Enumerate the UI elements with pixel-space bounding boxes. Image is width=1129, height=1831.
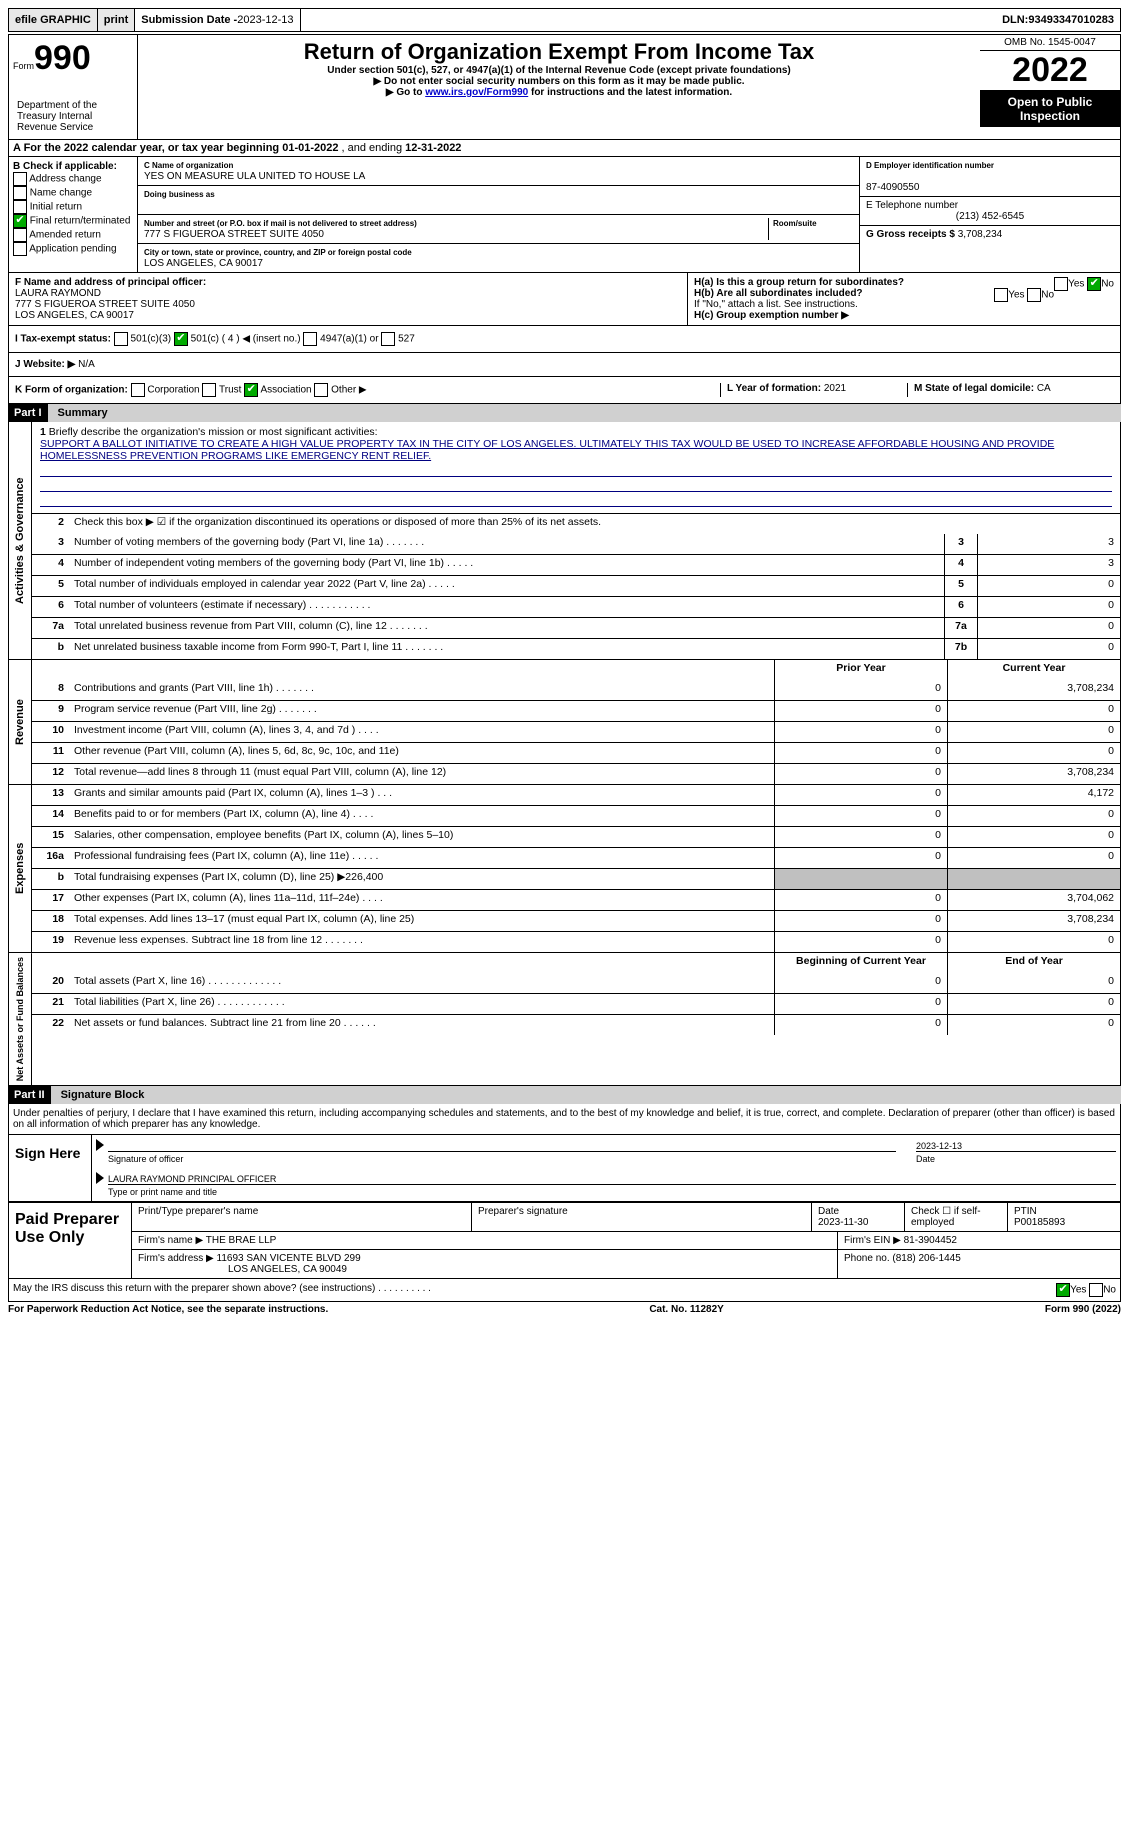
arrow-icon [96,1172,104,1184]
part1-header: Part I Summary [8,404,1121,422]
print-btn[interactable]: print [98,9,135,31]
summary-row: 14Benefits paid to or for members (Part … [32,805,1120,826]
top-bar: efile GRAPHIC print Submission Date - 20… [8,8,1121,32]
sign-block: Sign Here Signature of officer 2023-12-1… [8,1135,1121,1202]
note-ssn: ▶ Do not enter social security numbers o… [142,76,976,87]
preparer-block: Paid Preparer Use Only Print/Type prepar… [8,1202,1121,1279]
summary-row: 13Grants and similar amounts paid (Part … [32,785,1120,805]
form-subtitle: Under section 501(c), 527, or 4947(a)(1)… [142,65,976,76]
omb-number: OMB No. 1545-0047 [980,35,1120,51]
summary-row: 6Total number of volunteers (estimate if… [32,596,1120,617]
summary-row: 3Number of voting members of the governi… [32,534,1120,554]
section-a: A For the 2022 calendar year, or tax yea… [8,140,1121,157]
submission-date: Submission Date - 2023-12-13 [135,9,300,31]
declaration: Under penalties of perjury, I declare th… [8,1104,1121,1135]
col-b: B Check if applicable: Address change Na… [9,157,138,272]
summary-row: 20Total assets (Part X, line 16) . . . .… [32,973,1120,993]
form-title: Return of Organization Exempt From Incom… [142,39,976,65]
col-c: C Name of organizationYES ON MEASURE ULA… [138,157,859,272]
efile-btn[interactable]: efile GRAPHIC [9,9,98,31]
tax-year: 2022 [980,51,1120,91]
summary-row: 21Total liabilities (Part X, line 26) . … [32,993,1120,1014]
irs-link[interactable]: www.irs.gov/Form990 [425,87,528,98]
row-j: J Website: ▶ N/A [8,353,1121,377]
form-number: 990 [34,39,91,77]
summary-row: 12Total revenue—add lines 8 through 11 (… [32,763,1120,784]
summary-row: 11Other revenue (Part VIII, column (A), … [32,742,1120,763]
revenue-tab: Revenue [9,660,32,784]
summary-row: 15Salaries, other compensation, employee… [32,826,1120,847]
summary-row: 18Total expenses. Add lines 13–17 (must … [32,910,1120,931]
summary-row: 9Program service revenue (Part VIII, lin… [32,700,1120,721]
governance-tab: Activities & Governance [9,422,32,659]
summary-row: 8Contributions and grants (Part VIII, li… [32,680,1120,700]
open-public: Open to Public Inspection [980,91,1120,127]
note-link: ▶ Go to www.irs.gov/Form990 for instruct… [142,87,976,98]
page-footer: For Paperwork Reduction Act Notice, see … [8,1304,1121,1315]
summary-row: 16aProfessional fundraising fees (Part I… [32,847,1120,868]
summary-row: 5Total number of individuals employed in… [32,575,1120,596]
summary-row: 17Other expenses (Part IX, column (A), l… [32,889,1120,910]
discuss-row: May the IRS discuss this return with the… [8,1279,1121,1302]
summary-row: 19Revenue less expenses. Subtract line 1… [32,931,1120,952]
dln: DLN: 93493347010283 [996,9,1120,31]
expenses-tab: Expenses [9,785,32,952]
form-label: Form [13,61,34,71]
netassets-block: Net Assets or Fund Balances Beginning of… [8,953,1121,1086]
summary-row: 4Number of independent voting members of… [32,554,1120,575]
form-header: Form990 Department of the Treasury Inter… [8,34,1121,140]
summary-row: bTotal fundraising expenses (Part IX, co… [32,868,1120,889]
col-d: D Employer identification number87-40905… [859,157,1120,272]
summary-row: 22Net assets or fund balances. Subtract … [32,1014,1120,1035]
mission-text: SUPPORT A BALLOT INITIATIVE TO CREATE A … [40,438,1054,462]
governance-block: Activities & Governance 1 Briefly descri… [8,422,1121,660]
expenses-block: Expenses 13Grants and similar amounts pa… [8,785,1121,953]
arrow-icon [96,1139,104,1151]
row-f-h: F Name and address of principal officer:… [8,273,1121,326]
summary-row: 10Investment income (Part VIII, column (… [32,721,1120,742]
dept-text: Department of the Treasury Internal Reve… [13,98,133,135]
org-info-grid: B Check if applicable: Address change Na… [8,157,1121,273]
summary-row: 7aTotal unrelated business revenue from … [32,617,1120,638]
revenue-block: Revenue Prior Year Current Year 8Contrib… [8,660,1121,785]
netassets-tab: Net Assets or Fund Balances [9,953,32,1085]
row-i: I Tax-exempt status: 501(c)(3) ✔ 501(c) … [8,326,1121,353]
row-k: K Form of organization: Corporation Trus… [8,377,1121,404]
summary-row: bNet unrelated business taxable income f… [32,638,1120,659]
part2-header: Part II Signature Block [8,1086,1121,1104]
